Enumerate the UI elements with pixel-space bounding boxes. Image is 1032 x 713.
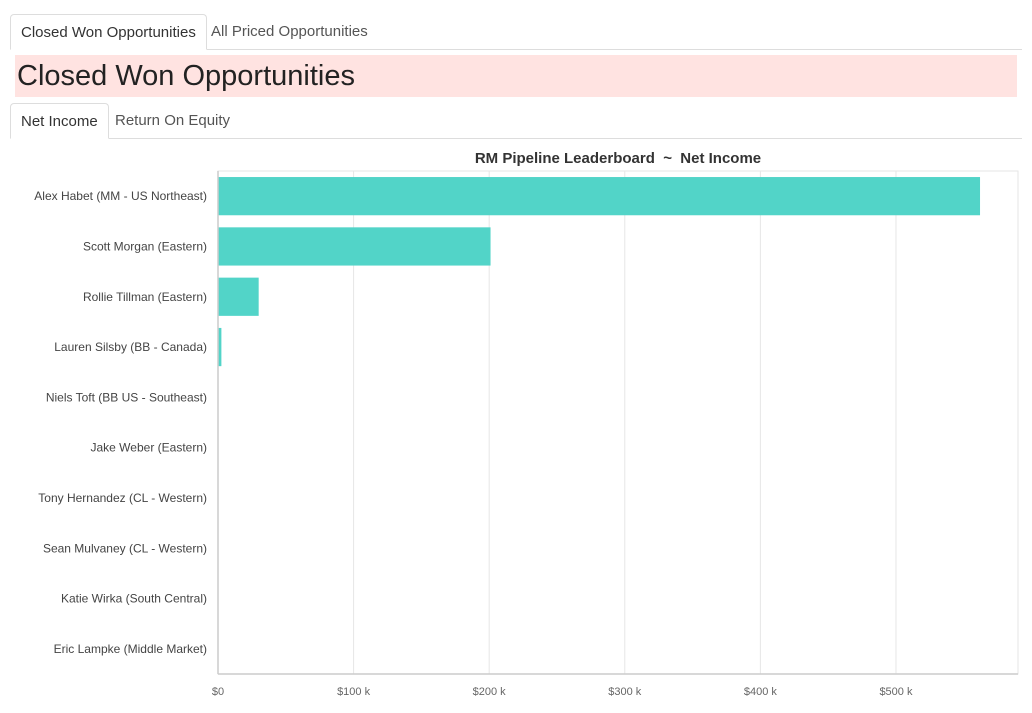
bar <box>218 327 222 367</box>
x-tick-label: $200 k <box>473 686 507 698</box>
category-label: Eric Lampke (Middle Market) <box>54 642 207 656</box>
category-label: Tony Hernandez (CL - Western) <box>38 491 207 505</box>
chart-title: RM Pipeline Leaderboard ~ Net Income <box>475 150 761 167</box>
tab-net-income[interactable]: Net Income <box>10 103 109 139</box>
category-label: Alex Habet (MM - US Northeast) <box>34 189 207 203</box>
bar <box>218 277 259 316</box>
metric-tab-bar: Net Income Return On Equity <box>10 103 1022 139</box>
tab-all-priced-opportunities[interactable]: All Priced Opportunities <box>211 23 368 40</box>
category-label: Niels Toft (BB US - Southeast) <box>46 390 207 404</box>
x-tick-label: $300 k <box>608 686 642 698</box>
page-title-banner: Closed Won Opportunities <box>15 55 1017 97</box>
category-label: Sean Mulvaney (CL - Western) <box>43 541 207 555</box>
x-tick-label: $500 k <box>879 686 913 698</box>
x-tick-label: $400 k <box>744 686 778 698</box>
category-label: Scott Morgan (Eastern) <box>83 239 207 253</box>
tab-closed-won-opportunities[interactable]: Closed Won Opportunities <box>10 14 207 50</box>
page-title: Closed Won Opportunities <box>17 60 355 92</box>
tab-return-on-equity[interactable]: Return On Equity <box>115 112 231 129</box>
top-tab-bar: Closed Won Opportunities All Priced Oppo… <box>10 14 1022 50</box>
x-tick-label: $100 k <box>337 686 371 698</box>
category-label: Katie Wirka (South Central) <box>61 592 207 606</box>
category-label: Rollie Tillman (Eastern) <box>83 290 207 304</box>
x-tick-label: $0 <box>212 686 224 698</box>
category-label: Jake Weber (Eastern) <box>91 441 208 455</box>
bar <box>218 227 491 266</box>
bar <box>218 177 981 216</box>
category-label: Lauren Silsby (BB - Canada) <box>54 340 207 354</box>
